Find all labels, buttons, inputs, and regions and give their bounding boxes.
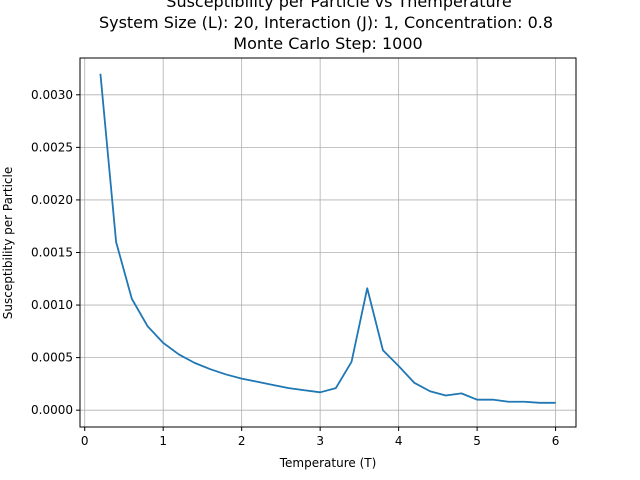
x-axis-label: Temperature (T) <box>279 456 377 470</box>
chart-title-line-3: Monte Carlo Step: 1000 <box>233 34 422 53</box>
y-axis: 0.0000 0.0005 0.0010 0.0015 0.0020 0.0025 0.00… <box>31 88 80 417</box>
x-tick-label: 1 <box>159 434 167 448</box>
grid <box>80 58 576 427</box>
y-tick-label: 0.0025 <box>31 140 73 154</box>
y-tick-label: 0.0015 <box>31 245 73 259</box>
chart-title-line-2: System Size (L): 20, Interaction (J): 1,… <box>99 13 553 32</box>
x-tick-label: 6 <box>552 434 560 448</box>
chart-title-line-1: Susceptibility per Particle vs Themperat… <box>166 0 511 11</box>
x-tick-label: 4 <box>395 434 403 448</box>
x-tick-label: 3 <box>316 434 324 448</box>
y-tick-label: 0.0000 <box>31 403 73 417</box>
y-tick-label: 0.0005 <box>31 351 73 365</box>
x-tick-label: 5 <box>473 434 481 448</box>
plot-area <box>99 73 556 404</box>
y-axis-label: Susceptibility per Particle <box>1 167 15 319</box>
y-tick-label: 0.0020 <box>31 193 73 207</box>
axes-frame <box>79 57 577 428</box>
y-tick-label: 0.0010 <box>31 298 73 312</box>
series-line <box>99 73 556 404</box>
x-tick-label: 0 <box>81 434 89 448</box>
x-tick-label: 2 <box>238 434 246 448</box>
y-tick-label: 0.0030 <box>31 88 73 102</box>
x-axis: 0 1 2 3 4 5 6 <box>81 427 560 448</box>
